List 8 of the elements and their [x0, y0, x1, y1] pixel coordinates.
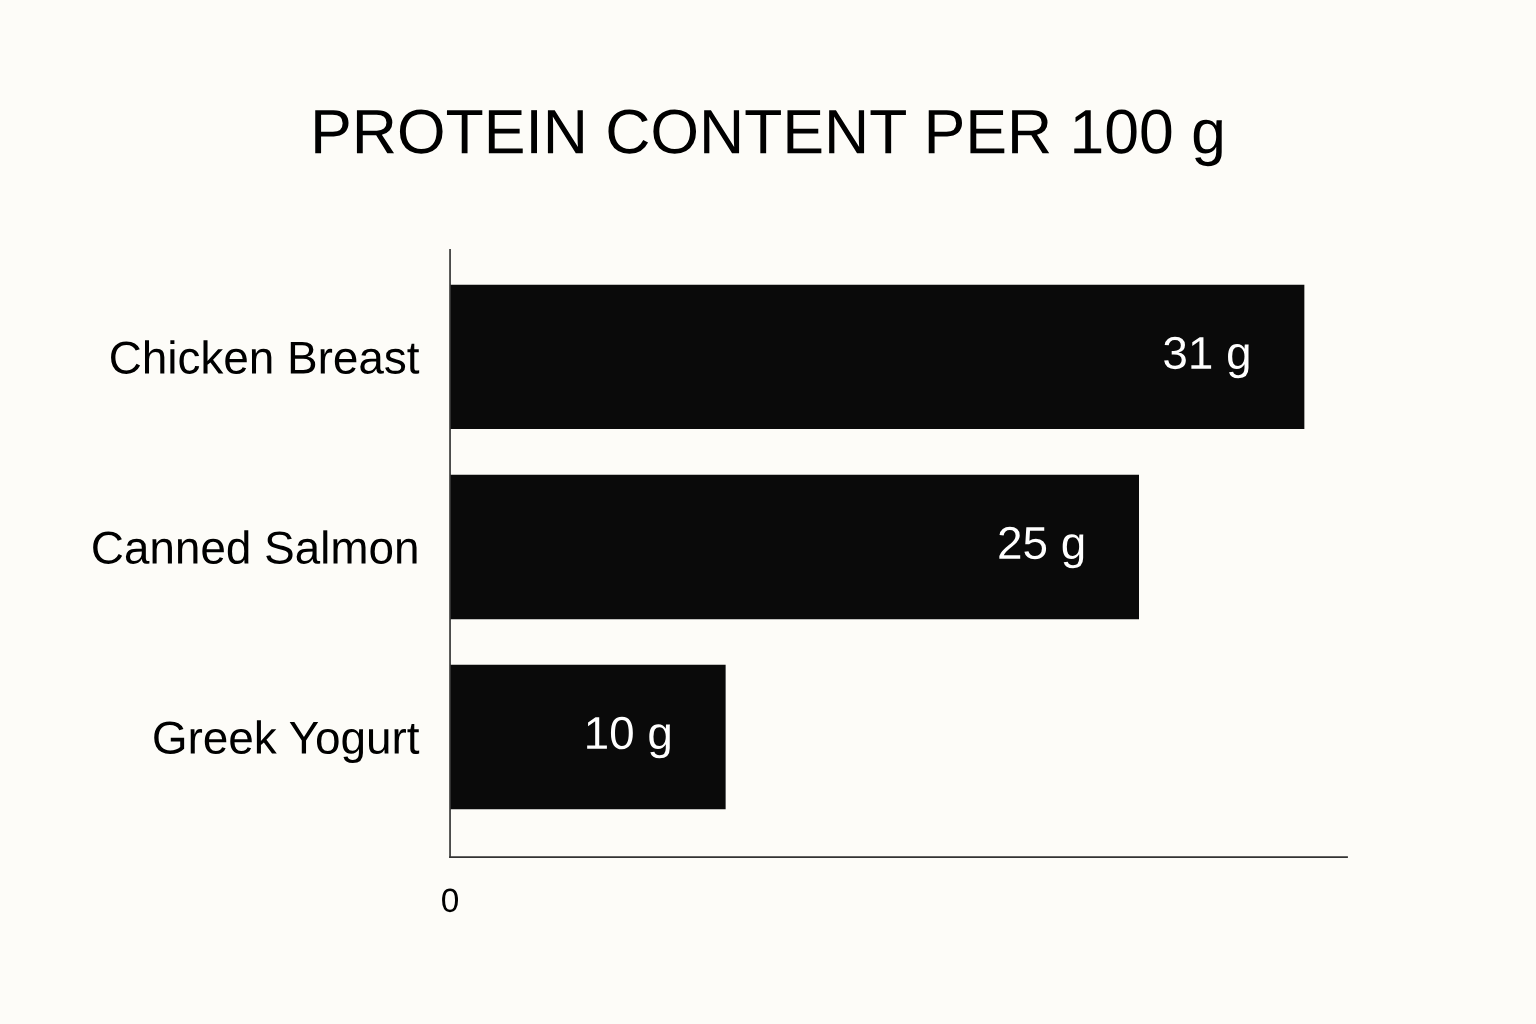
text: 0: [442, 888, 459, 913]
y-tick-label: Canned Salmon: [93, 530, 417, 564]
data-label: 10 g: [587, 716, 670, 759]
y-tick-label: Greek Yogurt: [154, 720, 420, 764]
data-label: 25 g: [999, 526, 1084, 569]
y-tick-label: Chicken Breast: [111, 340, 420, 374]
chart-title: PROTEIN CONTENT PER 100 g: [315, 109, 1222, 167]
data-label: 31 g: [1164, 336, 1249, 379]
